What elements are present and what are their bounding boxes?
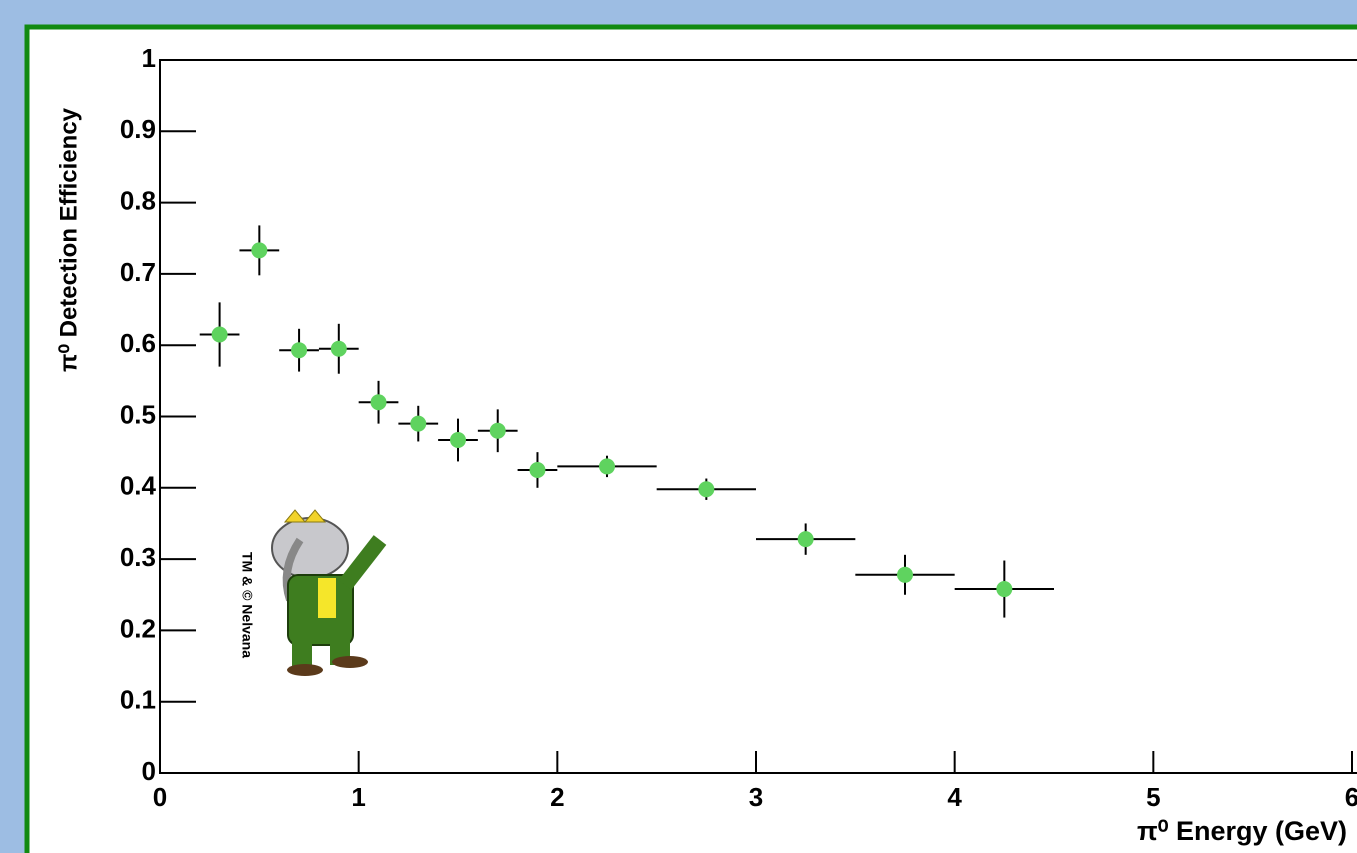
- data-point: [450, 432, 466, 448]
- x-tick-label: 5: [1146, 782, 1160, 812]
- chart: TM & © Nelvana π⁰ Energy (GeV) π⁰ Detect…: [0, 0, 1357, 853]
- y-tick-label: 0.8: [120, 185, 156, 215]
- data-point: [490, 423, 506, 439]
- data-point: [599, 458, 615, 474]
- y-tick-label: 0.6: [120, 328, 156, 358]
- data-point: [371, 394, 387, 410]
- data-point: [996, 581, 1012, 597]
- y-tick-label: 0.9: [120, 114, 156, 144]
- y-tick-label: 0.5: [120, 399, 156, 429]
- x-tick-label: 0: [153, 782, 167, 812]
- y-tick-label: 0.3: [120, 542, 156, 572]
- frame: [27, 27, 1357, 853]
- data-point: [291, 342, 307, 358]
- x-axis-label: π⁰ Energy (GeV): [1137, 816, 1347, 846]
- y-tick-label: 0.7: [120, 257, 156, 287]
- data-point: [251, 242, 267, 258]
- x-tick-label: 1: [351, 782, 365, 812]
- data-point: [698, 481, 714, 497]
- data-point: [798, 531, 814, 547]
- x-tick-label: 3: [749, 782, 763, 812]
- y-tick-label: 0.4: [120, 471, 157, 501]
- data-point: [897, 567, 913, 583]
- y-axis-label: π⁰ Detection Efficiency: [55, 107, 82, 372]
- y-tick-label: 0.1: [120, 685, 156, 715]
- data-point: [410, 416, 426, 432]
- x-tick-label: 6: [1345, 782, 1357, 812]
- page: {"chart_data": {"type": "scatter", "xlab…: [0, 0, 1357, 853]
- x-tick-label: 4: [947, 782, 962, 812]
- y-tick-label: 0.2: [120, 613, 156, 643]
- annotation: TM & © Nelvana: [239, 552, 255, 658]
- data-point: [529, 462, 545, 478]
- x-tick-label: 2: [550, 782, 564, 812]
- data-point: [331, 341, 347, 357]
- data-point: [212, 327, 228, 343]
- y-tick-label: 1: [142, 43, 156, 73]
- y-tick-label: 0: [142, 756, 156, 786]
